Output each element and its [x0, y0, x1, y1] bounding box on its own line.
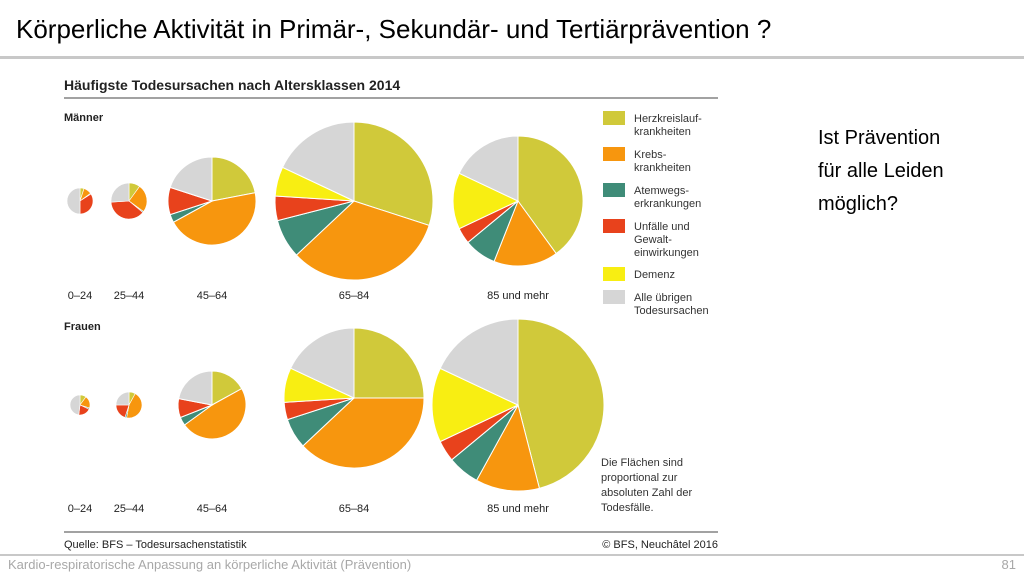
pie-slice-uebrige [66, 187, 81, 215]
page-number: 81 [1001, 557, 1016, 572]
side-question-line: Ist Prävention [818, 127, 941, 149]
chart-title: Häufigste Todesursachen nach Altersklass… [64, 77, 400, 93]
pie-slice-herz [353, 327, 425, 399]
pie [66, 187, 94, 215]
pie-slice-krebs [475, 403, 540, 492]
pie-slice-herz [353, 121, 434, 227]
pie-slice-krebs [183, 387, 247, 440]
pie-slice-krebs [493, 199, 557, 267]
legend-label: krankheiten [634, 162, 691, 174]
title-divider [0, 56, 1024, 59]
area-note-line: Die Flächen sind [601, 457, 683, 469]
pie [274, 121, 434, 281]
pie [431, 318, 605, 492]
pies-layer: 0–24 25–44 45–64 65–84 85 und mehr 0–24 25–44 4… [66, 121, 605, 515]
legend-swatch-atem [603, 183, 625, 197]
age-label: 85 und mehr [487, 290, 549, 302]
pie-slice-uebrige [281, 121, 355, 202]
age-label: 65–84 [339, 503, 370, 515]
pie-slice-krebs [172, 192, 257, 246]
age-label: 25–44 [114, 290, 145, 302]
footer-divider [0, 554, 1024, 556]
legend: Herzkreislauf-krankheitenKrebs-krankheit… [603, 111, 709, 317]
age-label: 85 und mehr [487, 503, 549, 515]
pie-slice-uebrige [69, 394, 81, 416]
pie-slice-krebs [302, 397, 425, 469]
side-question-line: für alle Leiden [818, 160, 944, 182]
pie-slice-uebrige [178, 370, 213, 406]
age-label: 65–84 [339, 290, 370, 302]
pie-slice-uebrige [169, 156, 213, 202]
legend-swatch-demenz [603, 267, 625, 281]
legend-label: Atemwegs- [634, 185, 689, 197]
pie-slice-herz [211, 156, 256, 202]
pie-slice-demenz [452, 172, 520, 230]
pie-slice-uebrige [458, 135, 519, 202]
pie-slice-unfall [79, 193, 94, 215]
pie-slice-uebrige [115, 391, 130, 406]
legend-label: Unfälle und [634, 221, 690, 233]
legend-swatch-unfall [603, 219, 625, 233]
pie-slice-unfall [110, 200, 144, 220]
pie [283, 327, 425, 469]
group-label-frauen: Frauen [64, 321, 101, 333]
age-label: 0–24 [68, 290, 92, 302]
legend-swatch-uebrige [603, 290, 625, 304]
legend-label: einwirkungen [634, 247, 699, 259]
pie-slice-uebrige [110, 182, 130, 203]
legend-label: Alle übrigen [634, 292, 692, 304]
age-label: 25–44 [114, 503, 145, 515]
legend-label: Demenz [634, 269, 675, 281]
area-note: Die Flächen sind proportional zur absolute… [601, 457, 692, 514]
slide-title: Körperliche Aktivität in Primär-, Sekund… [16, 14, 772, 44]
legend-label: Krebs- [634, 149, 667, 161]
footer-caption: Kardio-respiratorische Anpassung an körp… [8, 557, 412, 572]
pie-slice-krebs [295, 200, 430, 281]
legend-label: krankheiten [634, 126, 691, 138]
area-note-line: absoluten Zahl der [601, 487, 692, 499]
group-label-maenner: Männer [64, 112, 104, 124]
pie [177, 370, 247, 440]
pie-slice-herz [517, 135, 584, 255]
legend-swatch-herz [603, 111, 625, 125]
legend-swatch-krebs [603, 147, 625, 161]
area-note-line: Todesfälle. [601, 502, 654, 514]
legend-label: Todesursachen [634, 305, 709, 317]
area-note-line: proportional zur [601, 472, 678, 484]
pie [110, 182, 148, 220]
age-label: 45–64 [197, 503, 228, 515]
age-label: 0–24 [68, 503, 92, 515]
pie-slice-herz [517, 318, 605, 489]
pie-slice-uebrige [439, 318, 519, 406]
pie [452, 135, 584, 267]
pie [69, 394, 91, 416]
copyright-text: © BFS, Neuchâtel 2016 [602, 539, 718, 551]
source-text: Quelle: BFS – Todesursachenstatistik [64, 539, 247, 551]
legend-label: erkrankungen [634, 198, 701, 210]
pie [167, 156, 257, 246]
pie-slice-uebrige [289, 327, 355, 399]
side-question: Ist Prävention für alle Leiden möglich? [818, 122, 944, 221]
side-question-line: möglich? [818, 193, 899, 215]
pie-slice-krebs [126, 393, 143, 419]
age-label: 45–64 [197, 290, 228, 302]
legend-label: Herzkreislauf- [634, 113, 702, 125]
legend-label: Gewalt- [634, 234, 672, 246]
pie-slice-demenz [431, 367, 520, 443]
pie [115, 391, 143, 419]
